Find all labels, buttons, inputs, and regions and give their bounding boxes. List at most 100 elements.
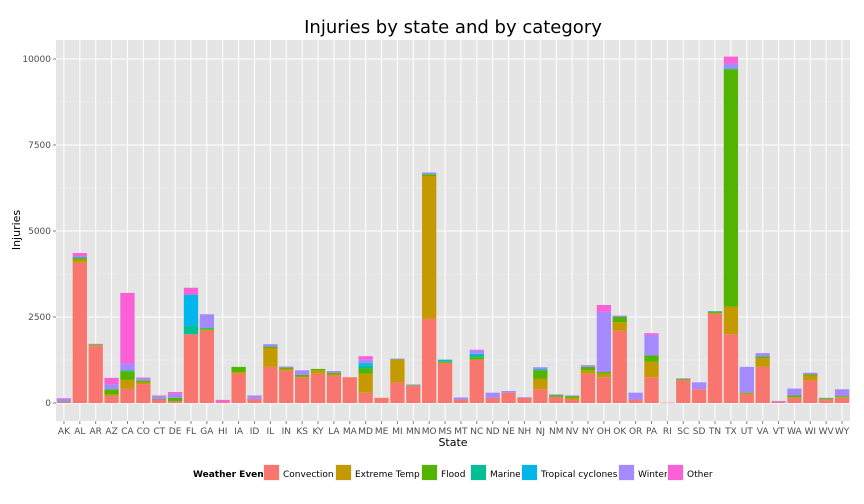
y-axis-title: Injuries (10, 210, 23, 251)
x-tick-label-sc: SC (677, 427, 689, 437)
x-tick-label-wa: WA (787, 427, 802, 437)
bar-ok-flood (612, 317, 627, 323)
bar-mn-convection (406, 385, 421, 403)
bar-ms-tropical-cyclones (437, 359, 453, 362)
bar-co-other (136, 377, 151, 379)
bar-fl-marine (183, 325, 199, 335)
legend-label-other: Other (687, 470, 713, 480)
bar-pa-winter (644, 334, 659, 356)
bar-sc-convection (676, 380, 691, 403)
bar-de-other (167, 391, 183, 394)
y-tick-label: 2500 (28, 313, 51, 323)
x-tick-label-ms: MS (438, 427, 452, 437)
x-tick-label-fl: FL (186, 427, 196, 437)
bar-mi-convection (390, 382, 405, 403)
x-tick-label-or: OR (629, 427, 642, 437)
bar-nc-flood (469, 357, 484, 360)
bar-wv-extreme-temp (819, 399, 834, 401)
bar-la-extreme-temp (326, 374, 342, 376)
bar-vt-winter (771, 400, 786, 402)
bar-wv-convection (819, 400, 834, 403)
x-tick-label-ia: IA (234, 427, 244, 437)
bar-ct-winter (152, 396, 167, 399)
bar-va-flood (755, 356, 770, 359)
bar-ny-winter (580, 365, 596, 367)
bar-nj-winter (533, 367, 548, 369)
x-axis-ticks: AK AL AR AZ CA CO CT DE FL GA HI IA ID IL IN KS KY LA MA MD… (58, 421, 850, 437)
bar-ia-extreme-temp (231, 372, 246, 374)
bar-oh-other (596, 304, 612, 312)
x-tick-label-ok: OK (613, 427, 627, 437)
bar-tx-winter (723, 63, 739, 69)
bars (56, 56, 850, 404)
x-tick-label-ky: KY (312, 427, 324, 437)
bar-ga-winter (199, 314, 215, 329)
bar-ga-extreme-temp (199, 329, 215, 331)
bar-nd-convection (485, 397, 500, 403)
bar-wa-flood (787, 395, 802, 398)
bar-md-marine (358, 365, 373, 369)
x-tick-label-hi: HI (218, 427, 227, 437)
bar-il-flood (263, 346, 278, 348)
bar-wi-convection (803, 380, 818, 403)
x-tick-label-ar: AR (89, 427, 101, 437)
bar-wi-extreme-temp (803, 375, 818, 381)
bar-mi-flood (390, 359, 405, 360)
bar-id-convection (247, 398, 262, 403)
bar-fl-other (183, 287, 199, 295)
bar-va-extreme-temp (755, 358, 770, 367)
bar-co-extreme-temp (136, 382, 151, 385)
bar-hi-convection (215, 401, 230, 403)
bar-ak-convection (56, 401, 72, 403)
bar-ut-flood (739, 392, 754, 394)
bar-ca-other (120, 292, 135, 364)
bar-mn-winter (406, 384, 421, 386)
bar-ky-extreme-temp (310, 370, 326, 374)
x-tick-label-nm: NM (549, 427, 564, 437)
bar-ky-flood (310, 368, 326, 371)
x-tick-label-ca: CA (121, 427, 134, 437)
x-tick-label-tx: TX (724, 427, 737, 437)
legend-key-flood (422, 465, 437, 480)
x-tick-label-nc: NC (470, 427, 483, 437)
legend-key-other (668, 465, 683, 480)
x-tick-label-la: LA (328, 427, 340, 437)
chart-title: Injuries by state and by category (304, 17, 602, 38)
bar-ms-marine (437, 361, 453, 362)
bar-id-winter (247, 395, 262, 399)
bar-al-winter (72, 256, 87, 258)
bar-nv-convection (564, 399, 580, 403)
legend-key-winter (619, 465, 634, 480)
bar-ak-winter (56, 398, 72, 402)
bar-ok-winter (612, 315, 627, 317)
bar-il-extreme-temp (263, 347, 278, 367)
bar-wv-winter (819, 397, 834, 399)
x-tick-label-tn: TN (708, 427, 721, 437)
x-tick-label-wv: WV (819, 427, 835, 437)
legend-label-convection: Convection (283, 470, 334, 480)
bar-tn-convection (707, 313, 723, 403)
bar-ct-convection (152, 399, 167, 403)
bar-ks-winter (294, 370, 310, 375)
bar-wy-flood (834, 396, 850, 398)
x-tick-label-ri: RI (663, 427, 672, 437)
legend-key-extreme-temp (336, 465, 351, 480)
x-tick-label-de: DE (169, 427, 182, 437)
bar-wy-winter (834, 389, 850, 397)
bar-mo-flood (422, 174, 437, 176)
bar-or-winter (628, 392, 643, 400)
bar-ms-convection (437, 363, 453, 403)
bar-ga-marine (199, 328, 215, 329)
bar-in-convection (279, 370, 294, 403)
bar-ar-winter (88, 344, 103, 345)
bar-de-winter (167, 393, 183, 398)
x-tick-label-in: IN (282, 427, 291, 437)
bar-nc-extreme-temp (469, 359, 484, 360)
x-tick-label-oh: OH (597, 427, 611, 437)
bar-al-convection (72, 262, 87, 403)
legend-key-marine (471, 465, 486, 480)
x-tick-label-nh: NH (518, 427, 532, 437)
legend-key-convection (264, 465, 279, 480)
bar-la-winter (326, 371, 342, 373)
